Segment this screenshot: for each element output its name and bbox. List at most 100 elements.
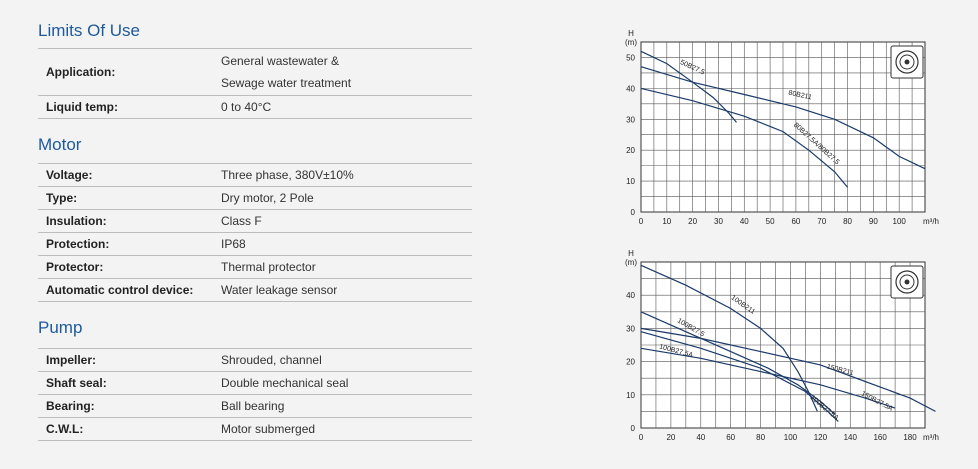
motor-table: Voltage: Three phase, 380V±10% Type: Dry m…	[38, 163, 472, 302]
y-axis-label: H	[628, 30, 634, 38]
x-tick-label: 100	[784, 433, 798, 442]
row-value: IP68	[221, 232, 472, 256]
table-row: Automatic control device: Water leakage s…	[38, 278, 472, 302]
row-label: Application:	[38, 48, 221, 96]
y-tick-label: 50	[626, 53, 635, 62]
row-label: Voltage:	[38, 163, 221, 187]
x-tick-label: 0	[639, 433, 644, 442]
series-line	[640, 347, 896, 409]
y-tick-label: 10	[626, 391, 635, 400]
series-line	[640, 87, 848, 188]
series-line	[640, 311, 836, 416]
table-row: C.W.L: Motor submerged	[38, 417, 472, 441]
x-tick-label: 30	[714, 217, 723, 226]
pump-table: Impeller: Shrouded, channel Shaft seal: Do…	[38, 348, 472, 441]
row-value: Double mechanical seal	[221, 371, 472, 395]
row-value: Thermal protector	[221, 255, 472, 279]
y-tick-label: 30	[626, 324, 635, 333]
x-tick-label: 80	[756, 433, 765, 442]
x-tick-label: 80	[843, 217, 852, 226]
row-value-line: General wastewater &	[221, 54, 340, 68]
impeller-icon	[890, 45, 924, 79]
series-line	[640, 327, 936, 412]
row-label: Protector:	[38, 255, 221, 279]
y-axis-unit: (m)	[625, 38, 637, 47]
limits-table: Application: General wastewater & Sewage…	[38, 48, 472, 119]
impeller-icon-inner	[899, 54, 915, 70]
row-label: Liquid temp:	[38, 95, 221, 119]
impeller-icon-hub	[904, 59, 910, 65]
x-tick-label: 70	[817, 217, 826, 226]
y-axis-unit: (m)	[625, 258, 637, 267]
y-tick-label: 0	[631, 208, 636, 217]
row-value: 0 to 40°C	[221, 95, 472, 119]
x-tick-label: 160	[873, 433, 887, 442]
table-row: Bearing: Ball bearing	[38, 394, 472, 418]
row-label: C.W.L:	[38, 417, 221, 441]
row-label: Protection:	[38, 232, 221, 256]
x-tick-label: 40	[740, 217, 749, 226]
series-line	[640, 66, 926, 170]
y-tick-label: 40	[626, 291, 635, 300]
row-label: Insulation:	[38, 209, 221, 233]
impeller-icon-outer	[895, 270, 919, 294]
impeller-icon-hub	[904, 279, 910, 285]
series-line	[640, 264, 818, 412]
row-value: General wastewater & Sewage water treatm…	[221, 48, 472, 96]
pump-curve-chart-1: 0 10 20 30 40 50 60 70 80 90 100 m³/h 0 10 20 30 40 50 H(m…	[625, 30, 939, 226]
y-tick-label: 20	[626, 146, 635, 155]
table-row: Voltage: Three phase, 380V±10%	[38, 163, 472, 187]
x-tick-label: 100	[893, 217, 907, 226]
y-tick-label: 30	[626, 115, 635, 124]
row-label: Impeller:	[38, 348, 221, 372]
row-value: Class F	[221, 209, 472, 233]
table-row: Liquid temp: 0 to 40°C	[38, 95, 472, 119]
y-tick-label: 20	[626, 358, 635, 367]
row-value: Motor submerged	[221, 417, 472, 441]
x-tick-label: 10	[662, 217, 671, 226]
impeller-icon	[890, 265, 924, 299]
x-tick-label: 60	[726, 433, 735, 442]
impeller-icon-outer	[895, 50, 919, 74]
table-row: Shaft seal: Double mechanical seal	[38, 371, 472, 395]
y-tick-label: 10	[626, 177, 635, 186]
row-label: Type:	[38, 186, 221, 210]
series-label: 80B211	[788, 90, 813, 102]
row-value: Ball bearing	[221, 394, 472, 418]
row-value: Three phase, 380V±10%	[221, 163, 472, 187]
row-value: Water leakage sensor	[221, 278, 472, 302]
series-line	[640, 50, 737, 123]
x-tick-label: 180	[903, 433, 917, 442]
x-unit-label: m³/h	[923, 217, 939, 226]
impeller-icon-inner	[899, 274, 915, 290]
x-unit-label: m³/h	[923, 433, 939, 442]
section-title-pump: Pump	[38, 318, 83, 337]
pump-curve-chart-2: 0 20 40 60 80 100 120 140 160 180 m³/h 0 10 20 30 40 H(m…	[625, 250, 939, 442]
section-title-limits: Limits Of Use	[38, 21, 141, 40]
y-tick-label: 40	[626, 84, 635, 93]
table-row: Type: Dry motor, 2 Pole	[38, 186, 472, 210]
row-value: Shrouded, channel	[221, 348, 472, 372]
x-tick-label: 120	[814, 433, 828, 442]
y-axis-label: H	[628, 250, 634, 258]
x-tick-label: 50	[766, 217, 775, 226]
table-row: Application: General wastewater & Sewage…	[38, 48, 472, 96]
x-tick-label: 40	[696, 433, 705, 442]
table-row: Protector: Thermal protector	[38, 255, 472, 279]
x-tick-label: 20	[666, 433, 675, 442]
row-label: Automatic control device:	[38, 278, 221, 302]
y-tick-label: 0	[631, 424, 636, 433]
row-label: Bearing:	[38, 394, 221, 418]
x-tick-label: 140	[844, 433, 858, 442]
row-value: Dry motor, 2 Pole	[221, 186, 472, 210]
x-tick-label: 60	[791, 217, 800, 226]
x-tick-label: 0	[639, 217, 644, 226]
table-row: Insulation: Class F	[38, 209, 472, 233]
table-row: Impeller: Shrouded, channel	[38, 348, 472, 372]
table-row: Protection: IP68	[38, 232, 472, 256]
series-line	[640, 331, 839, 422]
section-title-motor: Motor	[38, 135, 82, 154]
x-tick-label: 90	[869, 217, 878, 226]
row-value-line: Sewage water treatment	[221, 76, 352, 90]
x-tick-label: 20	[688, 217, 697, 226]
